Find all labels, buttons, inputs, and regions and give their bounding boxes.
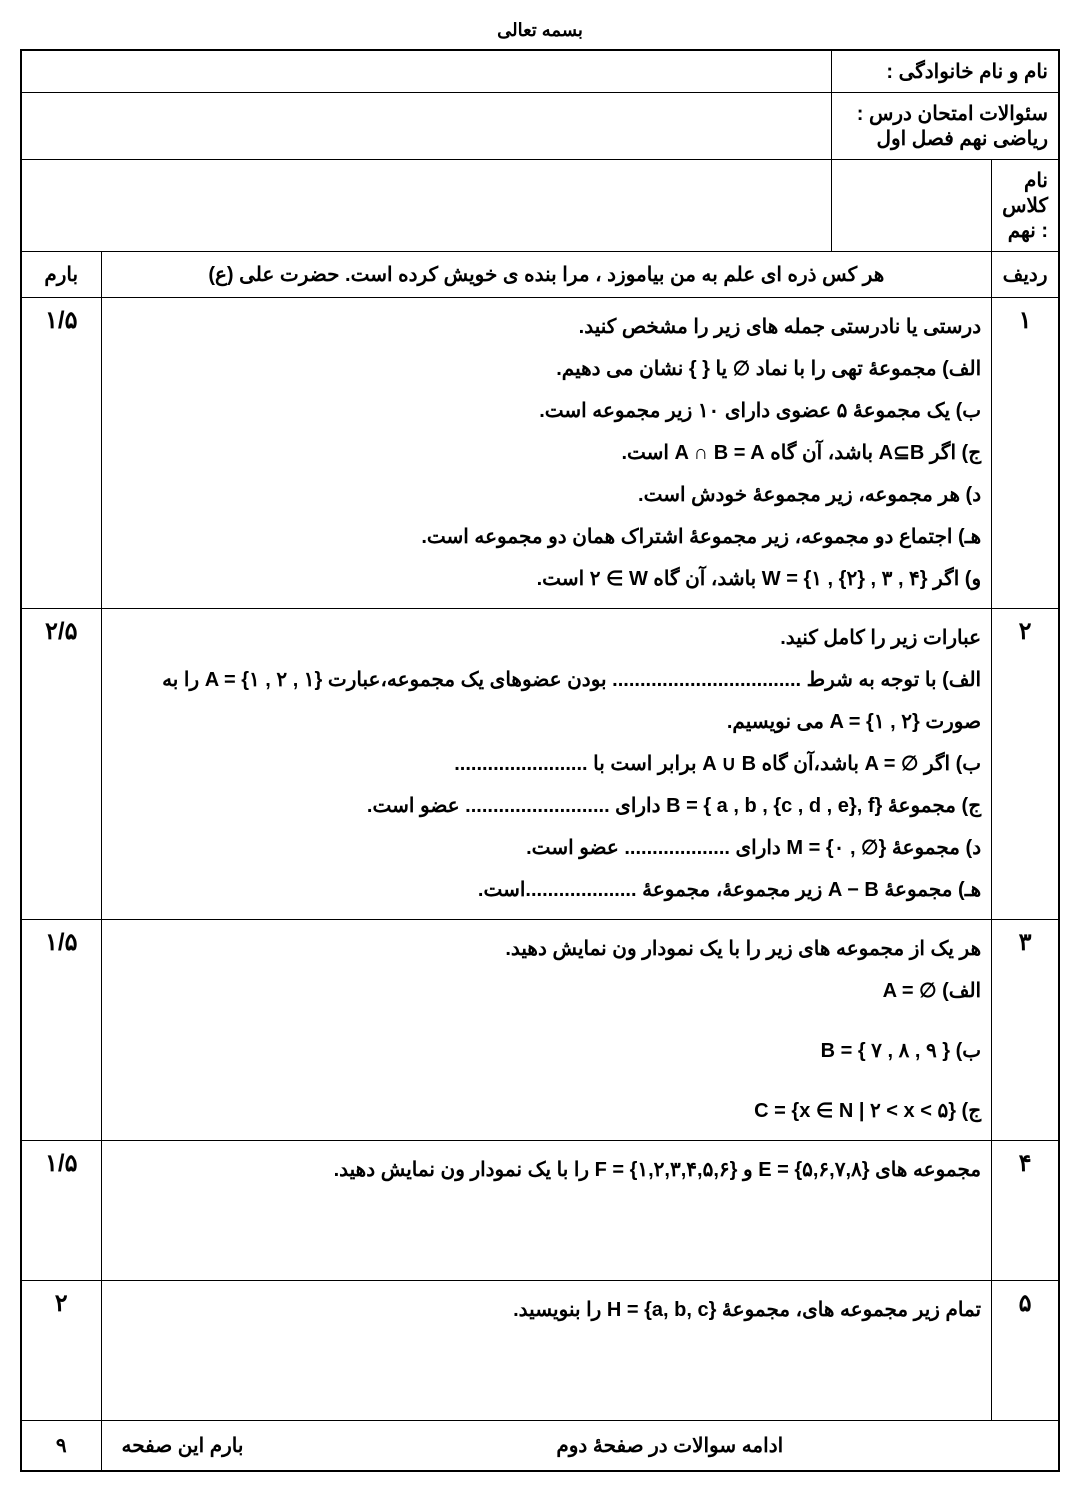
q2-intro: عبارات زیر را کامل کنید. — [112, 617, 982, 659]
q1-num: ۱ — [992, 298, 1059, 609]
q1-c: ج) اگر A⊆B باشد، آن گاه A ∩ B = A است. — [112, 432, 982, 474]
q2-b: ب) اگر A = ∅ باشد،آن گاه A ∪ B برابر است… — [112, 743, 982, 785]
barom-page-label: بارم این صفحه — [112, 1433, 292, 1458]
q5-line: تمام زیر مجموعه های، مجموعهٔ H = {a, b, … — [112, 1289, 982, 1331]
col-radif-header: ردیف — [992, 252, 1059, 298]
total-barom: ۹ — [21, 1421, 101, 1471]
col-barom-header: بارم — [21, 252, 101, 298]
q3-c: ج) C = {x ∈ N | ۲ < x < ۵} — [112, 1090, 982, 1132]
q3-a: الف) A = ∅ — [112, 970, 982, 1012]
exam-table: نام و نام خانوادگی : سئوالات امتحان درس … — [20, 49, 1060, 1472]
q3-intro: هر یک از مجموعه های زیر را با یک نمودار … — [112, 928, 982, 970]
q1-intro: درستی یا نادرستی جمله های زیر را مشخص کن… — [112, 306, 982, 348]
header-empty-3a — [832, 160, 992, 252]
q5-num: ۵ — [992, 1281, 1059, 1421]
q3-body: هر یک از مجموعه های زیر را با یک نمودار … — [101, 920, 992, 1141]
q1-a: الف) مجموعهٔ تهی را با نماد ∅ یا { } نشا… — [112, 348, 982, 390]
q1-barom: ۱/۵ — [21, 298, 101, 609]
exam-label: سئوالات امتحان درس : ریاضی نهم فصل اول — [832, 93, 1059, 160]
q4-barom: ۱/۵ — [21, 1141, 101, 1281]
q3-b: ب) B = { ۷ , ۸ , ۹ } — [112, 1030, 982, 1072]
q2-barom: ۲/۵ — [21, 609, 101, 920]
quote-header: هر کس ذره ای علم به من بیاموزد ، مرا بند… — [101, 252, 992, 298]
continue-text: ادامه سوالات در صفحهٔ دوم — [292, 1433, 1049, 1458]
q2-e: هـ) مجموعهٔ A − B زیر مجموعهٔ، مجموعهٔ .… — [112, 869, 982, 911]
header-empty-2 — [21, 93, 832, 160]
q4-num: ۴ — [992, 1141, 1059, 1281]
q3-num: ۳ — [992, 920, 1059, 1141]
q2-a1: الف) با توجه به شرط ....................… — [112, 659, 982, 701]
q2-d: د) مجموعهٔ M = {٠ , ∅} دارای ...........… — [112, 827, 982, 869]
q1-d: د) هر مجموعه، زیر مجموعهٔ خودش است. — [112, 474, 982, 516]
q4-line: مجموعه های E = {۵,۶,۷,۸} و F = {۱,۲,۳,۴,… — [112, 1149, 982, 1191]
page-top-title: بسمه تعالی — [20, 20, 1060, 41]
q4-body: مجموعه های E = {۵,۶,۷,۸} و F = {۱,۲,۳,۴,… — [101, 1141, 992, 1281]
footer-cell: ادامه سوالات در صفحهٔ دوم بارم این صفحه — [101, 1421, 1059, 1471]
q2-c: ج) مجموعهٔ B = { a , b , {c , d , e}, f}… — [112, 785, 982, 827]
q1-e: هـ) اجتماع دو مجموعه، زیر مجموعهٔ اشتراک… — [112, 516, 982, 558]
name-label: نام و نام خانوادگی : — [832, 50, 1059, 93]
header-empty-1 — [21, 50, 832, 93]
q2-a2: صورت A = {۱ , ۲} می نویسیم. — [112, 701, 982, 743]
header-empty-3b — [21, 160, 832, 252]
q5-body: تمام زیر مجموعه های، مجموعهٔ H = {a, b, … — [101, 1281, 992, 1421]
q5-barom: ۲ — [21, 1281, 101, 1421]
q1-body: درستی یا نادرستی جمله های زیر را مشخص کن… — [101, 298, 992, 609]
q2-num: ۲ — [992, 609, 1059, 920]
q3-barom: ۱/۵ — [21, 920, 101, 1141]
q1-b: ب) یک مجموعهٔ ۵ عضوی دارای ۱۰ زیر مجموعه… — [112, 390, 982, 432]
class-label: نام کلاس : نهم — [992, 160, 1059, 252]
q2-body: عبارات زیر را کامل کنید. الف) با توجه به… — [101, 609, 992, 920]
q1-f: و) اگر W = {۱ , {۲} , ۳ , ۴} باشد، آن گا… — [112, 558, 982, 600]
